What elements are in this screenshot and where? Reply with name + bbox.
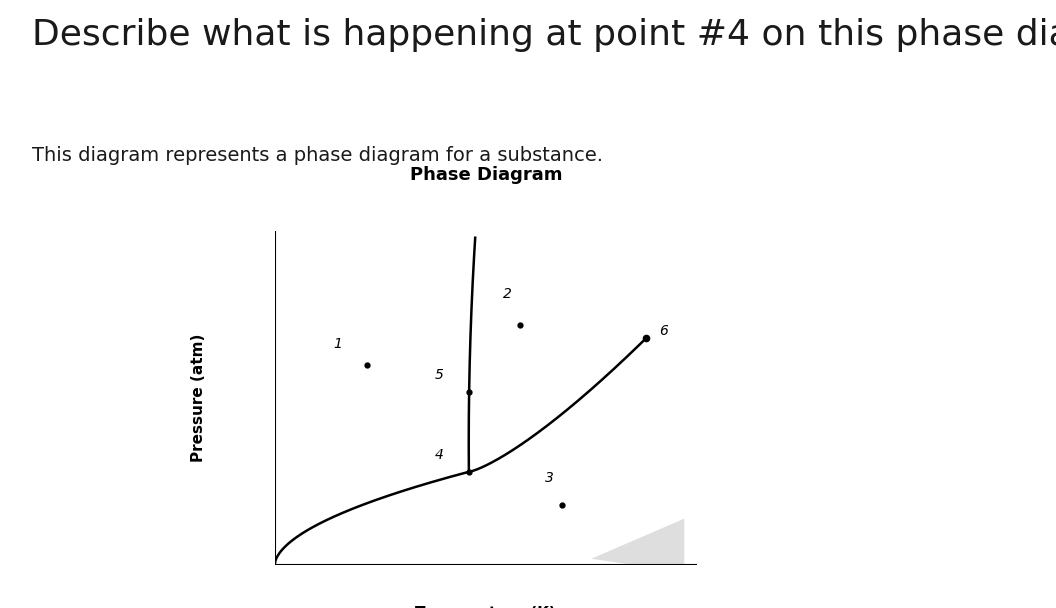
Text: 1: 1 — [334, 337, 342, 351]
Text: 2: 2 — [503, 287, 511, 301]
Text: Describe what is happening at point #4 on this phase diagram.: Describe what is happening at point #4 o… — [32, 18, 1056, 52]
Polygon shape — [591, 519, 684, 572]
Text: 5: 5 — [435, 367, 444, 382]
Text: Pressure (atm): Pressure (atm) — [191, 334, 206, 463]
Text: 4: 4 — [435, 447, 444, 462]
Text: This diagram represents a phase diagram for a substance.: This diagram represents a phase diagram … — [32, 146, 603, 165]
Text: Temperature (K): Temperature (K) — [415, 606, 557, 608]
Text: Phase Diagram: Phase Diagram — [410, 166, 562, 184]
Text: 3: 3 — [545, 471, 553, 485]
Text: 6: 6 — [659, 324, 667, 338]
